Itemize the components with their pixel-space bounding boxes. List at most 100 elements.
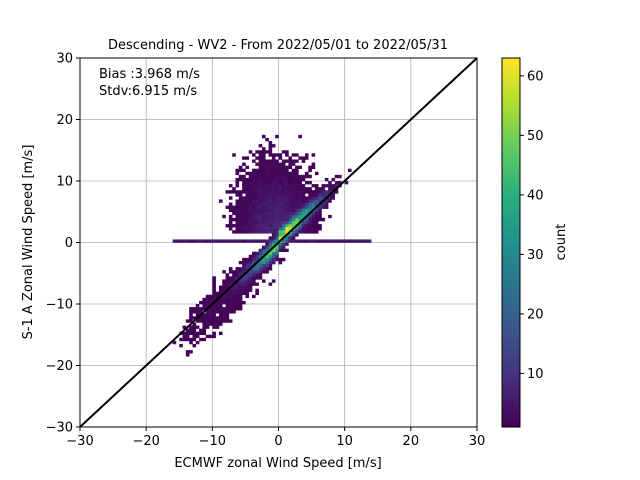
heatmap-cell <box>218 297 223 302</box>
colorbar-tick-label: 40 <box>527 188 544 203</box>
heatmap-cell <box>291 177 296 182</box>
heatmap-cell <box>268 227 273 231</box>
heatmap-cell <box>185 239 190 243</box>
heatmap-cell <box>209 300 213 305</box>
heatmap-cell <box>271 239 276 243</box>
heatmap-cell <box>331 187 336 191</box>
heatmap-cell <box>311 153 316 157</box>
heatmap-cell <box>291 159 296 163</box>
heatmap-cell <box>318 239 322 243</box>
heatmap-cell <box>338 181 342 185</box>
heatmap-cell <box>304 196 309 200</box>
heatmap-cell <box>301 214 306 219</box>
heatmap-cell <box>285 150 289 154</box>
heatmap-cell <box>205 325 210 329</box>
heatmap-cell <box>301 187 306 191</box>
heatmap-cell <box>255 184 259 188</box>
heatmap-cell <box>308 230 312 234</box>
heatmap-cell <box>255 220 259 225</box>
heatmap-cell <box>252 273 256 277</box>
heatmap-cell <box>228 297 233 302</box>
heatmap-cell <box>185 328 190 332</box>
heatmap-cell <box>238 211 243 216</box>
heatmap-cell <box>281 211 286 216</box>
heatmap-cell <box>255 162 259 166</box>
heatmap-cell <box>245 184 250 188</box>
heatmap-cell <box>268 190 273 194</box>
heatmap-cell <box>258 153 263 157</box>
x-tick-label: −10 <box>199 434 226 449</box>
heatmap-cell <box>238 260 243 265</box>
heatmap-cell <box>308 239 312 243</box>
heatmap-cell <box>275 214 279 219</box>
heatmap-cell <box>248 196 253 200</box>
heatmap-cell <box>288 159 293 163</box>
heatmap-cell <box>195 313 200 317</box>
heatmap-cell <box>228 270 233 274</box>
heatmap-cell <box>242 199 246 203</box>
heatmap-cell <box>225 319 230 323</box>
heatmap-cell <box>265 211 269 216</box>
heatmap-cell <box>261 264 266 268</box>
heatmap-cell <box>238 300 243 305</box>
heatmap-cell <box>212 307 216 311</box>
heatmap-cell <box>308 174 312 179</box>
heatmap-cell <box>314 211 319 216</box>
heatmap-cell <box>235 177 240 182</box>
heatmap-cell <box>301 184 306 188</box>
heatmap-cell <box>328 214 332 219</box>
heatmap-cell <box>255 270 259 274</box>
heatmap-cell <box>192 337 197 342</box>
heatmap-cell <box>245 190 250 194</box>
heatmap-cell <box>295 181 299 185</box>
heatmap-cell <box>281 159 286 163</box>
heatmap-cell <box>281 184 286 188</box>
heatmap-cell <box>222 285 226 289</box>
heatmap-cell <box>232 288 236 292</box>
heatmap-cell <box>242 270 246 274</box>
heatmap-cell <box>281 199 286 203</box>
heatmap-cell <box>258 202 263 206</box>
heatmap-cell <box>265 165 269 169</box>
heatmap-cell <box>209 297 213 302</box>
heatmap-cell <box>281 196 286 200</box>
heatmap-cell <box>295 174 299 179</box>
heatmap-cell <box>252 224 256 228</box>
heatmap-cell <box>278 202 283 206</box>
heatmap-cell <box>304 187 309 191</box>
heatmap-cell <box>238 196 243 200</box>
heatmap-cell <box>202 304 207 308</box>
heatmap-cell <box>265 245 269 249</box>
heatmap-cell <box>242 184 246 188</box>
heatmap-cell <box>248 171 253 176</box>
heatmap-cell <box>261 162 266 166</box>
heatmap-cell <box>357 239 362 243</box>
heatmap-cell <box>225 291 230 296</box>
heatmap-cell <box>314 199 319 203</box>
heatmap-cell <box>242 202 246 206</box>
heatmap-cell <box>278 245 283 249</box>
heatmap-cell <box>258 248 263 253</box>
heatmap-cell <box>255 214 259 219</box>
heatmap-cell <box>232 297 236 302</box>
heatmap-cell <box>275 254 279 259</box>
heatmap-cell <box>195 307 200 311</box>
heatmap-cell <box>252 230 256 234</box>
heatmap-cell <box>235 214 240 219</box>
heatmap-cell <box>318 205 322 209</box>
heatmap-cell <box>238 267 243 271</box>
heatmap-cell <box>268 199 273 203</box>
heatmap-cell <box>314 171 319 176</box>
heatmap-cell <box>265 230 269 234</box>
heatmap-cell <box>265 199 269 203</box>
heatmap-cell <box>278 187 283 191</box>
heatmap-cell <box>275 165 279 169</box>
heatmap-cell <box>271 208 276 213</box>
heatmap-cell <box>288 171 293 176</box>
x-tick-label: 20 <box>403 434 420 449</box>
heatmap-cell <box>261 245 266 249</box>
heatmap-cell <box>218 313 223 317</box>
heatmap-cell <box>308 168 312 173</box>
heatmap-cell <box>324 239 329 243</box>
heatmap-cell <box>265 208 269 213</box>
